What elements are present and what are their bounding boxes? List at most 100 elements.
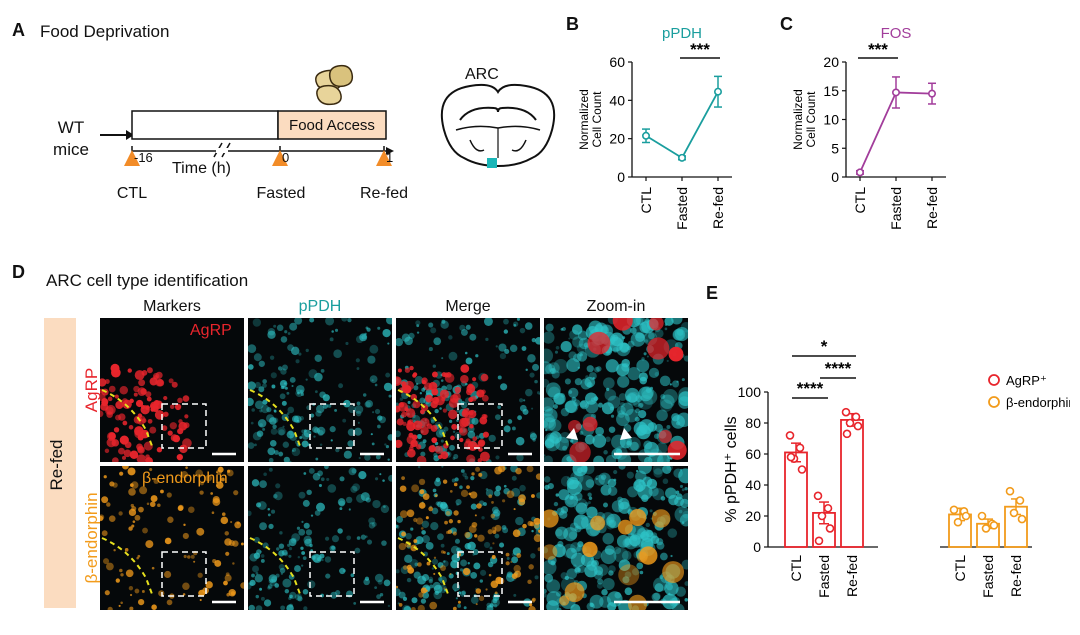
micro-signal	[310, 514, 314, 517]
micro-orange-cell	[401, 476, 405, 481]
micro-signal	[544, 331, 555, 344]
micro-signal	[467, 430, 476, 439]
micro-orange-cell	[513, 508, 516, 511]
micro-signal	[430, 419, 435, 424]
micro-signal	[308, 369, 318, 379]
micro-signal	[383, 579, 391, 587]
micro-orange-cell	[417, 562, 422, 567]
micro-signal	[279, 393, 286, 400]
micro-signal	[276, 324, 284, 332]
micro-signal	[662, 478, 669, 485]
micro-signal	[325, 318, 335, 326]
micro-signal	[331, 330, 334, 333]
micro-orange-cell	[139, 486, 148, 495]
micro-orange-cell	[452, 606, 457, 610]
micro-signal	[305, 529, 313, 536]
micro-orange-cell	[101, 530, 108, 537]
micro-signal	[299, 416, 304, 421]
micro-orange-cell	[103, 558, 110, 565]
chart-b-ylabel-2: Cell Count	[590, 91, 604, 148]
micro-signal	[281, 364, 288, 371]
micro-red-cell	[440, 451, 449, 460]
micro-red-cell	[124, 441, 132, 449]
micro-signal	[413, 385, 419, 391]
micro-red-cell	[420, 409, 425, 415]
micro-red-cell	[465, 438, 471, 444]
micro-signal	[544, 573, 554, 583]
micro-signal	[416, 324, 420, 328]
micro-signal	[472, 553, 475, 556]
col-merge: Merge	[445, 298, 491, 315]
micro-signal	[298, 528, 306, 536]
micro-signal	[351, 468, 357, 474]
arrowhead-icon	[566, 428, 578, 440]
micro-signal	[460, 401, 468, 409]
micro-signal	[469, 333, 477, 341]
micrograph-bend-ppdh	[248, 466, 392, 610]
micro-signal	[595, 477, 599, 481]
micro-signal	[536, 391, 540, 395]
micro-red-cell	[146, 367, 153, 374]
micro-signal	[417, 466, 421, 469]
micro-orange-cell	[564, 582, 585, 603]
micro-signal	[454, 477, 459, 482]
micro-red-cell	[480, 373, 489, 382]
micro-signal	[396, 402, 399, 407]
micro-orange-cell	[629, 508, 647, 526]
micro-red-cell	[136, 454, 146, 462]
micro-signal	[568, 351, 577, 360]
condition-band	[44, 318, 76, 608]
micro-signal	[439, 407, 442, 410]
micro-signal	[350, 573, 355, 578]
micro-red-cell	[442, 408, 447, 413]
micro-signal	[506, 557, 510, 561]
micro-signal	[379, 473, 382, 476]
micro-orange-cell	[164, 537, 172, 545]
subject-line1: WT	[57, 118, 85, 137]
chart-e-xtick-label: Re-fed	[844, 555, 860, 597]
micro-signal	[593, 455, 605, 462]
micrograph-bend-zoom	[544, 466, 688, 610]
chart-e-point	[785, 431, 795, 440]
micro-signal	[544, 408, 558, 423]
micro-signal	[617, 375, 630, 388]
micro-signal	[634, 416, 640, 422]
micro-signal	[339, 567, 346, 575]
micro-signal	[489, 546, 493, 550]
micro-orange-cell	[531, 494, 535, 498]
micro-signal	[511, 487, 521, 497]
micro-orange-cell	[210, 492, 214, 495]
micro-signal	[627, 346, 632, 351]
micro-signal	[334, 408, 338, 412]
micro-signal	[597, 402, 604, 408]
micro-signal	[555, 436, 570, 451]
micro-red-cell	[658, 429, 672, 443]
micro-red-cell	[113, 427, 120, 433]
micro-red-cell	[177, 428, 184, 435]
micro-signal	[531, 407, 534, 410]
micro-signal	[591, 560, 597, 567]
micro-red-cell	[425, 394, 433, 403]
micro-orange-cell	[399, 485, 407, 493]
micro-orange-cell	[118, 511, 123, 516]
micro-orange-cell	[462, 567, 471, 576]
micro-signal	[678, 391, 688, 407]
micro-red-cell	[647, 337, 670, 360]
chart-e-point	[814, 536, 824, 546]
micro-signal	[386, 318, 392, 325]
micro-signal	[369, 344, 379, 354]
micro-signal	[509, 344, 518, 353]
marker-label-bendorphin: β-endorphin	[142, 470, 228, 487]
micro-signal	[458, 591, 462, 595]
micro-orange-cell	[488, 494, 493, 499]
micro-signal	[566, 568, 578, 580]
arc-region-marker	[487, 158, 497, 168]
fasted-marker	[272, 150, 288, 166]
micro-signal	[652, 466, 664, 475]
micro-red-cell	[147, 418, 153, 424]
micro-signal	[248, 397, 254, 407]
micro-orange-cell	[115, 578, 120, 583]
micro-signal	[654, 583, 664, 592]
micro-signal	[382, 479, 385, 482]
micro-red-cell	[163, 411, 169, 417]
